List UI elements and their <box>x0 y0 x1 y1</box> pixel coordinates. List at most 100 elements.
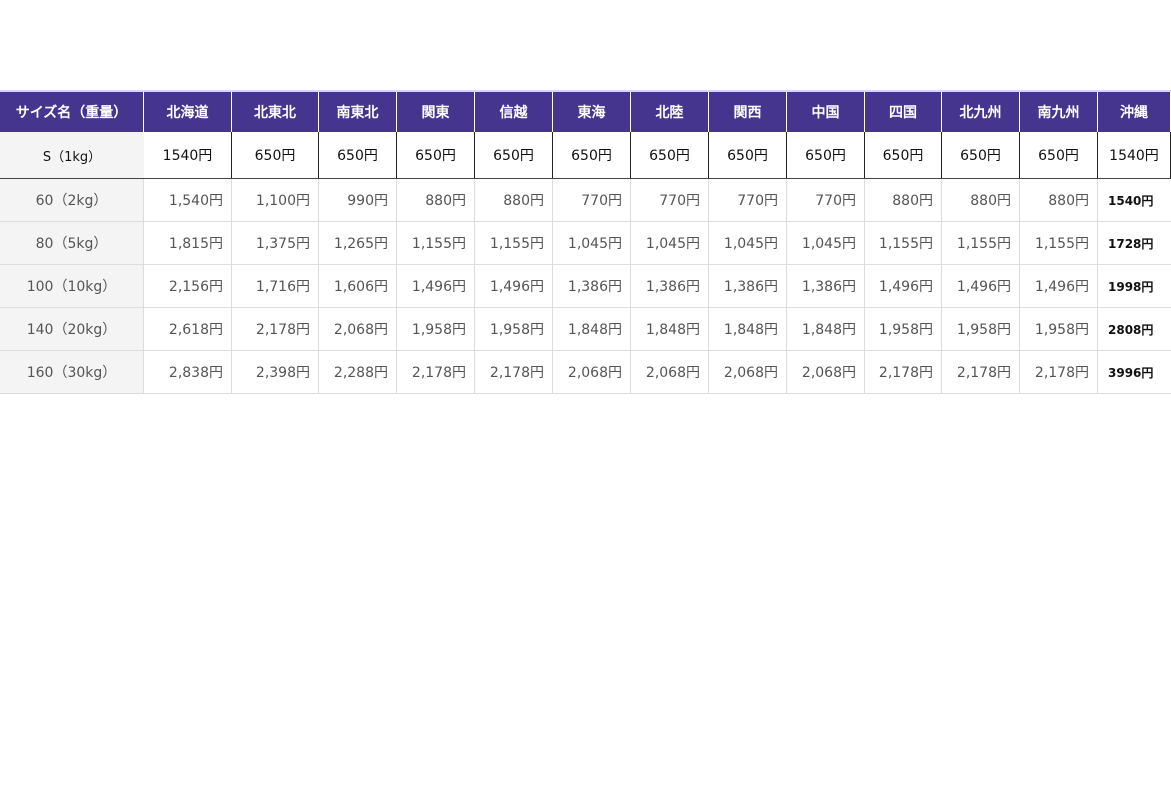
price-cell: 1,155円 <box>1020 222 1098 265</box>
price-cell: 1728円 <box>1098 222 1171 265</box>
price-cell: 1,045円 <box>631 222 709 265</box>
price-cell: 650円 <box>787 132 865 178</box>
price-cell: 880円 <box>475 179 553 222</box>
table-row: 160（30kg） 2,838円 2,398円 2,288円 2,178円 2,178円 2… <box>0 351 1171 394</box>
price-cell: 650円 <box>865 132 942 178</box>
price-cell: 650円 <box>942 132 1020 178</box>
price-cell: 880円 <box>865 179 942 222</box>
price-cell: 1,045円 <box>787 222 865 265</box>
price-cell: 1,958円 <box>865 308 942 351</box>
price-cell: 2,618円 <box>144 308 232 351</box>
size-label: 80（5kg） <box>0 222 144 265</box>
price-cell: 1,155円 <box>475 222 553 265</box>
price-cell: 1540円 <box>144 132 232 178</box>
price-cell: 2808円 <box>1098 308 1171 351</box>
price-cell: 1,100円 <box>232 179 319 222</box>
price-cell: 1,496円 <box>397 265 475 308</box>
price-cell: 1540円 <box>1098 179 1171 222</box>
price-cell: 1998円 <box>1098 265 1171 308</box>
price-cell: 650円 <box>397 132 475 178</box>
header-row: サイズ名（重量） 北海道 北東北 南東北 関東 信越 東海 北陸 関西 中国 四国 北九州 南九州 沖縄 <box>0 90 1171 132</box>
price-cell: 2,398円 <box>232 351 319 394</box>
price-cell: 1,155円 <box>397 222 475 265</box>
price-cell: 770円 <box>553 179 631 222</box>
price-cell: 1,848円 <box>631 308 709 351</box>
price-cell: 1,716円 <box>232 265 319 308</box>
price-cell: 2,068円 <box>319 308 397 351</box>
price-cell: 1,386円 <box>631 265 709 308</box>
column-header: 沖縄 <box>1098 92 1171 132</box>
price-cell: 1,045円 <box>553 222 631 265</box>
price-cell: 3996円 <box>1098 351 1171 394</box>
price-cell: 1,848円 <box>553 308 631 351</box>
column-header: 南東北 <box>319 92 397 132</box>
table-row: 60（2kg） 1,540円 1,100円 990円 880円 880円 770円 770円 7… <box>0 179 1171 222</box>
size-label: 100（10kg） <box>0 265 144 308</box>
price-cell: 650円 <box>1020 132 1098 178</box>
price-cell: 1,265円 <box>319 222 397 265</box>
price-cell: 1,155円 <box>942 222 1020 265</box>
price-cell: 2,178円 <box>865 351 942 394</box>
table-row: 140（20kg） 2,618円 2,178円 2,068円 1,958円 1,958円 1… <box>0 308 1171 351</box>
price-cell: 1,540円 <box>144 179 232 222</box>
price-cell: 880円 <box>397 179 475 222</box>
column-header: 北九州 <box>942 92 1020 132</box>
price-cell: 2,178円 <box>475 351 553 394</box>
price-cell: 1,375円 <box>232 222 319 265</box>
price-cell: 2,178円 <box>942 351 1020 394</box>
price-cell: 2,156円 <box>144 265 232 308</box>
price-cell: 2,068円 <box>709 351 787 394</box>
price-cell: 2,838円 <box>144 351 232 394</box>
size-label: S（1kg） <box>0 132 144 178</box>
column-header: 四国 <box>865 92 942 132</box>
column-header: 関西 <box>709 92 787 132</box>
price-cell: 1,386円 <box>553 265 631 308</box>
column-header: サイズ名（重量） <box>0 92 144 132</box>
price-cell: 2,068円 <box>631 351 709 394</box>
price-cell: 770円 <box>709 179 787 222</box>
column-header: 東海 <box>553 92 631 132</box>
price-cell: 1,958円 <box>1020 308 1098 351</box>
price-cell: 1,496円 <box>865 265 942 308</box>
price-cell: 2,178円 <box>397 351 475 394</box>
price-cell: 650円 <box>232 132 319 178</box>
price-cell: 2,288円 <box>319 351 397 394</box>
table-row: S（1kg） 1540円 650円 650円 650円 650円 650円 650円 650円 6… <box>0 132 1171 179</box>
price-cell: 1,958円 <box>397 308 475 351</box>
price-cell: 770円 <box>631 179 709 222</box>
price-cell: 1,155円 <box>865 222 942 265</box>
price-cell: 1,848円 <box>787 308 865 351</box>
price-cell: 1,815円 <box>144 222 232 265</box>
column-header: 北陸 <box>631 92 709 132</box>
price-cell: 880円 <box>1020 179 1098 222</box>
column-header: 北海道 <box>144 92 232 132</box>
price-cell: 1,386円 <box>709 265 787 308</box>
column-header: 南九州 <box>1020 92 1098 132</box>
shipping-rate-table: サイズ名（重量） 北海道 北東北 南東北 関東 信越 東海 北陸 関西 中国 四国 北九州 南九州 沖縄 S… <box>0 90 1171 394</box>
column-header: 北東北 <box>232 92 319 132</box>
price-cell: 1,848円 <box>709 308 787 351</box>
price-cell: 1,958円 <box>942 308 1020 351</box>
price-cell: 2,178円 <box>232 308 319 351</box>
table-row: 100（10kg） 2,156円 1,716円 1,606円 1,496円 1,496円 1… <box>0 265 1171 308</box>
price-cell: 2,068円 <box>553 351 631 394</box>
size-label: 60（2kg） <box>0 179 144 222</box>
price-cell: 2,178円 <box>1020 351 1098 394</box>
size-label: 140（20kg） <box>0 308 144 351</box>
price-cell: 1,045円 <box>709 222 787 265</box>
price-cell: 2,068円 <box>787 351 865 394</box>
column-header: 信越 <box>475 92 553 132</box>
size-label: 160（30kg） <box>0 351 144 394</box>
price-cell: 990円 <box>319 179 397 222</box>
column-header: 関東 <box>397 92 475 132</box>
column-header: 中国 <box>787 92 865 132</box>
price-cell: 1540円 <box>1098 132 1171 178</box>
price-cell: 650円 <box>709 132 787 178</box>
price-cell: 1,606円 <box>319 265 397 308</box>
price-cell: 650円 <box>475 132 553 178</box>
price-cell: 650円 <box>553 132 631 178</box>
price-cell: 650円 <box>631 132 709 178</box>
price-cell: 1,386円 <box>787 265 865 308</box>
price-cell: 1,958円 <box>475 308 553 351</box>
price-cell: 650円 <box>319 132 397 178</box>
